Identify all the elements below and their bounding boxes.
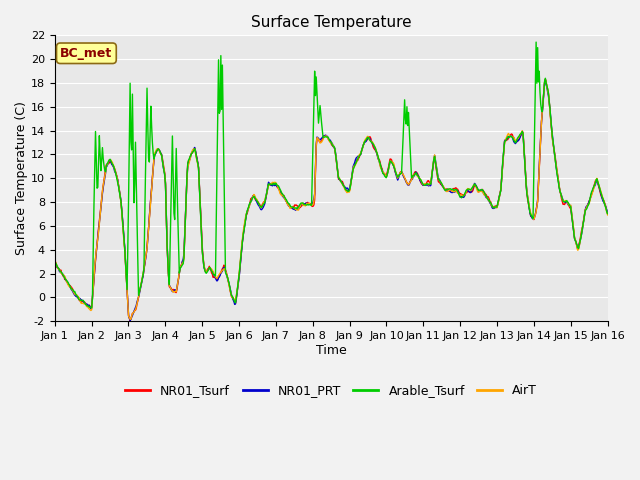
NR01_PRT: [51, 260, 59, 266]
AirT: [118, 208, 125, 214]
AirT: [399, 171, 407, 177]
AirT: [126, 316, 134, 322]
Line: NR01_PRT: NR01_PRT: [55, 80, 607, 321]
NR01_Tsurf: [175, 276, 182, 282]
Arable_Tsurf: [51, 259, 59, 264]
NR01_PRT: [118, 206, 125, 212]
NR01_Tsurf: [541, 76, 549, 82]
Arable_Tsurf: [175, 243, 182, 249]
NR01_PRT: [175, 276, 182, 281]
NR01_PRT: [541, 77, 549, 83]
NR01_Tsurf: [415, 175, 423, 181]
NR01_Tsurf: [604, 211, 611, 216]
NR01_PRT: [126, 318, 134, 324]
NR01_PRT: [604, 211, 611, 216]
AirT: [604, 212, 611, 218]
Y-axis label: Surface Temperature (C): Surface Temperature (C): [15, 101, 28, 255]
AirT: [204, 267, 212, 273]
Text: BC_met: BC_met: [60, 47, 113, 60]
NR01_Tsurf: [399, 172, 407, 178]
Line: NR01_Tsurf: NR01_Tsurf: [55, 79, 607, 321]
NR01_PRT: [204, 268, 212, 274]
Title: Surface Temperature: Surface Temperature: [251, 15, 412, 30]
NR01_Tsurf: [126, 318, 134, 324]
NR01_PRT: [415, 175, 423, 181]
Arable_Tsurf: [61, 275, 68, 281]
X-axis label: Time: Time: [316, 344, 347, 357]
Arable_Tsurf: [118, 217, 126, 223]
AirT: [541, 76, 549, 82]
Legend: NR01_Tsurf, NR01_PRT, Arable_Tsurf, AirT: NR01_Tsurf, NR01_PRT, Arable_Tsurf, AirT: [120, 379, 542, 402]
Line: AirT: AirT: [55, 79, 607, 319]
Arable_Tsurf: [204, 268, 212, 274]
NR01_PRT: [61, 275, 68, 280]
NR01_Tsurf: [118, 206, 125, 212]
AirT: [415, 175, 423, 180]
NR01_Tsurf: [61, 276, 68, 282]
Line: Arable_Tsurf: Arable_Tsurf: [55, 42, 607, 308]
AirT: [51, 257, 59, 263]
NR01_PRT: [399, 173, 407, 179]
Arable_Tsurf: [415, 175, 423, 181]
AirT: [61, 274, 68, 279]
Arable_Tsurf: [532, 39, 540, 45]
Arable_Tsurf: [88, 305, 95, 311]
NR01_Tsurf: [204, 266, 212, 272]
AirT: [175, 275, 182, 281]
Arable_Tsurf: [399, 135, 407, 141]
NR01_Tsurf: [51, 258, 59, 264]
Arable_Tsurf: [604, 211, 611, 216]
